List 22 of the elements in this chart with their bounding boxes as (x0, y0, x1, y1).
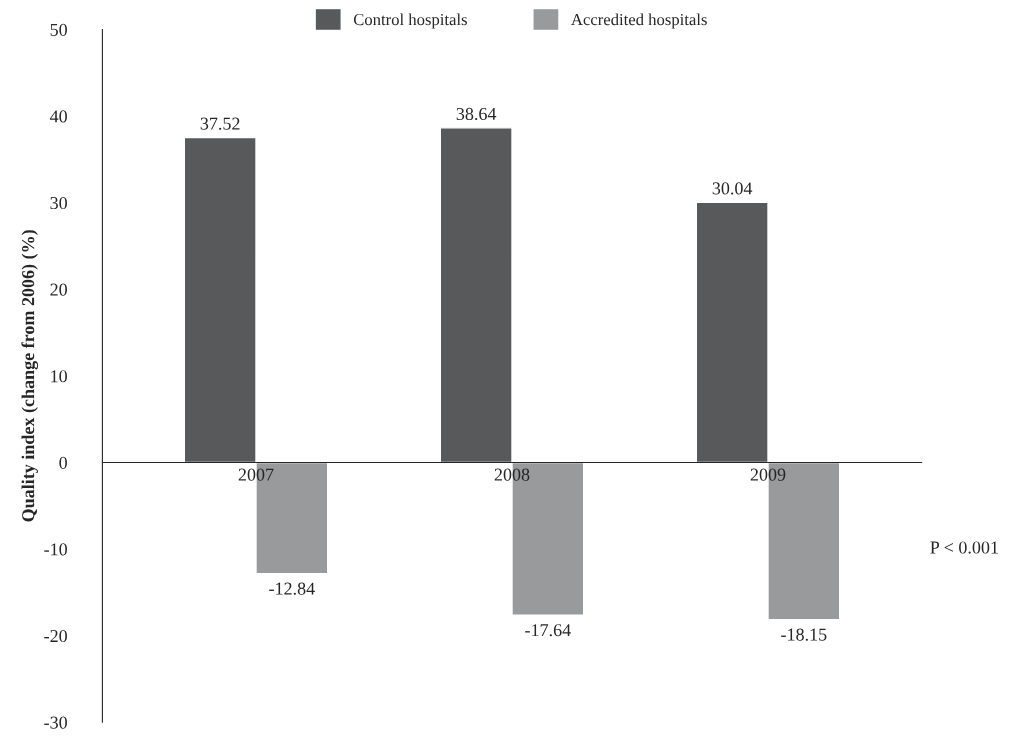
data-label: -12.84 (269, 582, 315, 595)
data-label: -18.15 (781, 628, 827, 641)
data-label: -17.64 (525, 624, 571, 637)
y-tick-label: 30 (50, 196, 67, 210)
y-axis-title: Quality index (change from 2006) (%) (21, 230, 39, 522)
x-tick-label: 2007 (238, 468, 274, 481)
legend-label: Accredited hospitals (571, 13, 707, 29)
y-tick-label: 40 (49, 110, 67, 123)
text: P < 0.001 (930, 541, 998, 554)
data-label: 37.52 (200, 117, 240, 130)
y-tick-label: -20 (44, 629, 67, 643)
y-tick-label: 50 (50, 23, 67, 36)
y-tick-label: 10 (51, 370, 67, 383)
y-tick-label: -10 (44, 543, 67, 556)
data-label: 38.64 (456, 107, 497, 121)
y-tick-label: 0 (59, 456, 67, 469)
x-tick-label: 2009 (750, 468, 786, 481)
y-tick-label: -30 (44, 716, 67, 729)
legend-label: Control hospitals (353, 13, 467, 29)
data-label: 30.04 (712, 182, 753, 195)
y-tick-label: 20 (50, 283, 67, 296)
x-tick-label: 2008 (494, 468, 530, 481)
